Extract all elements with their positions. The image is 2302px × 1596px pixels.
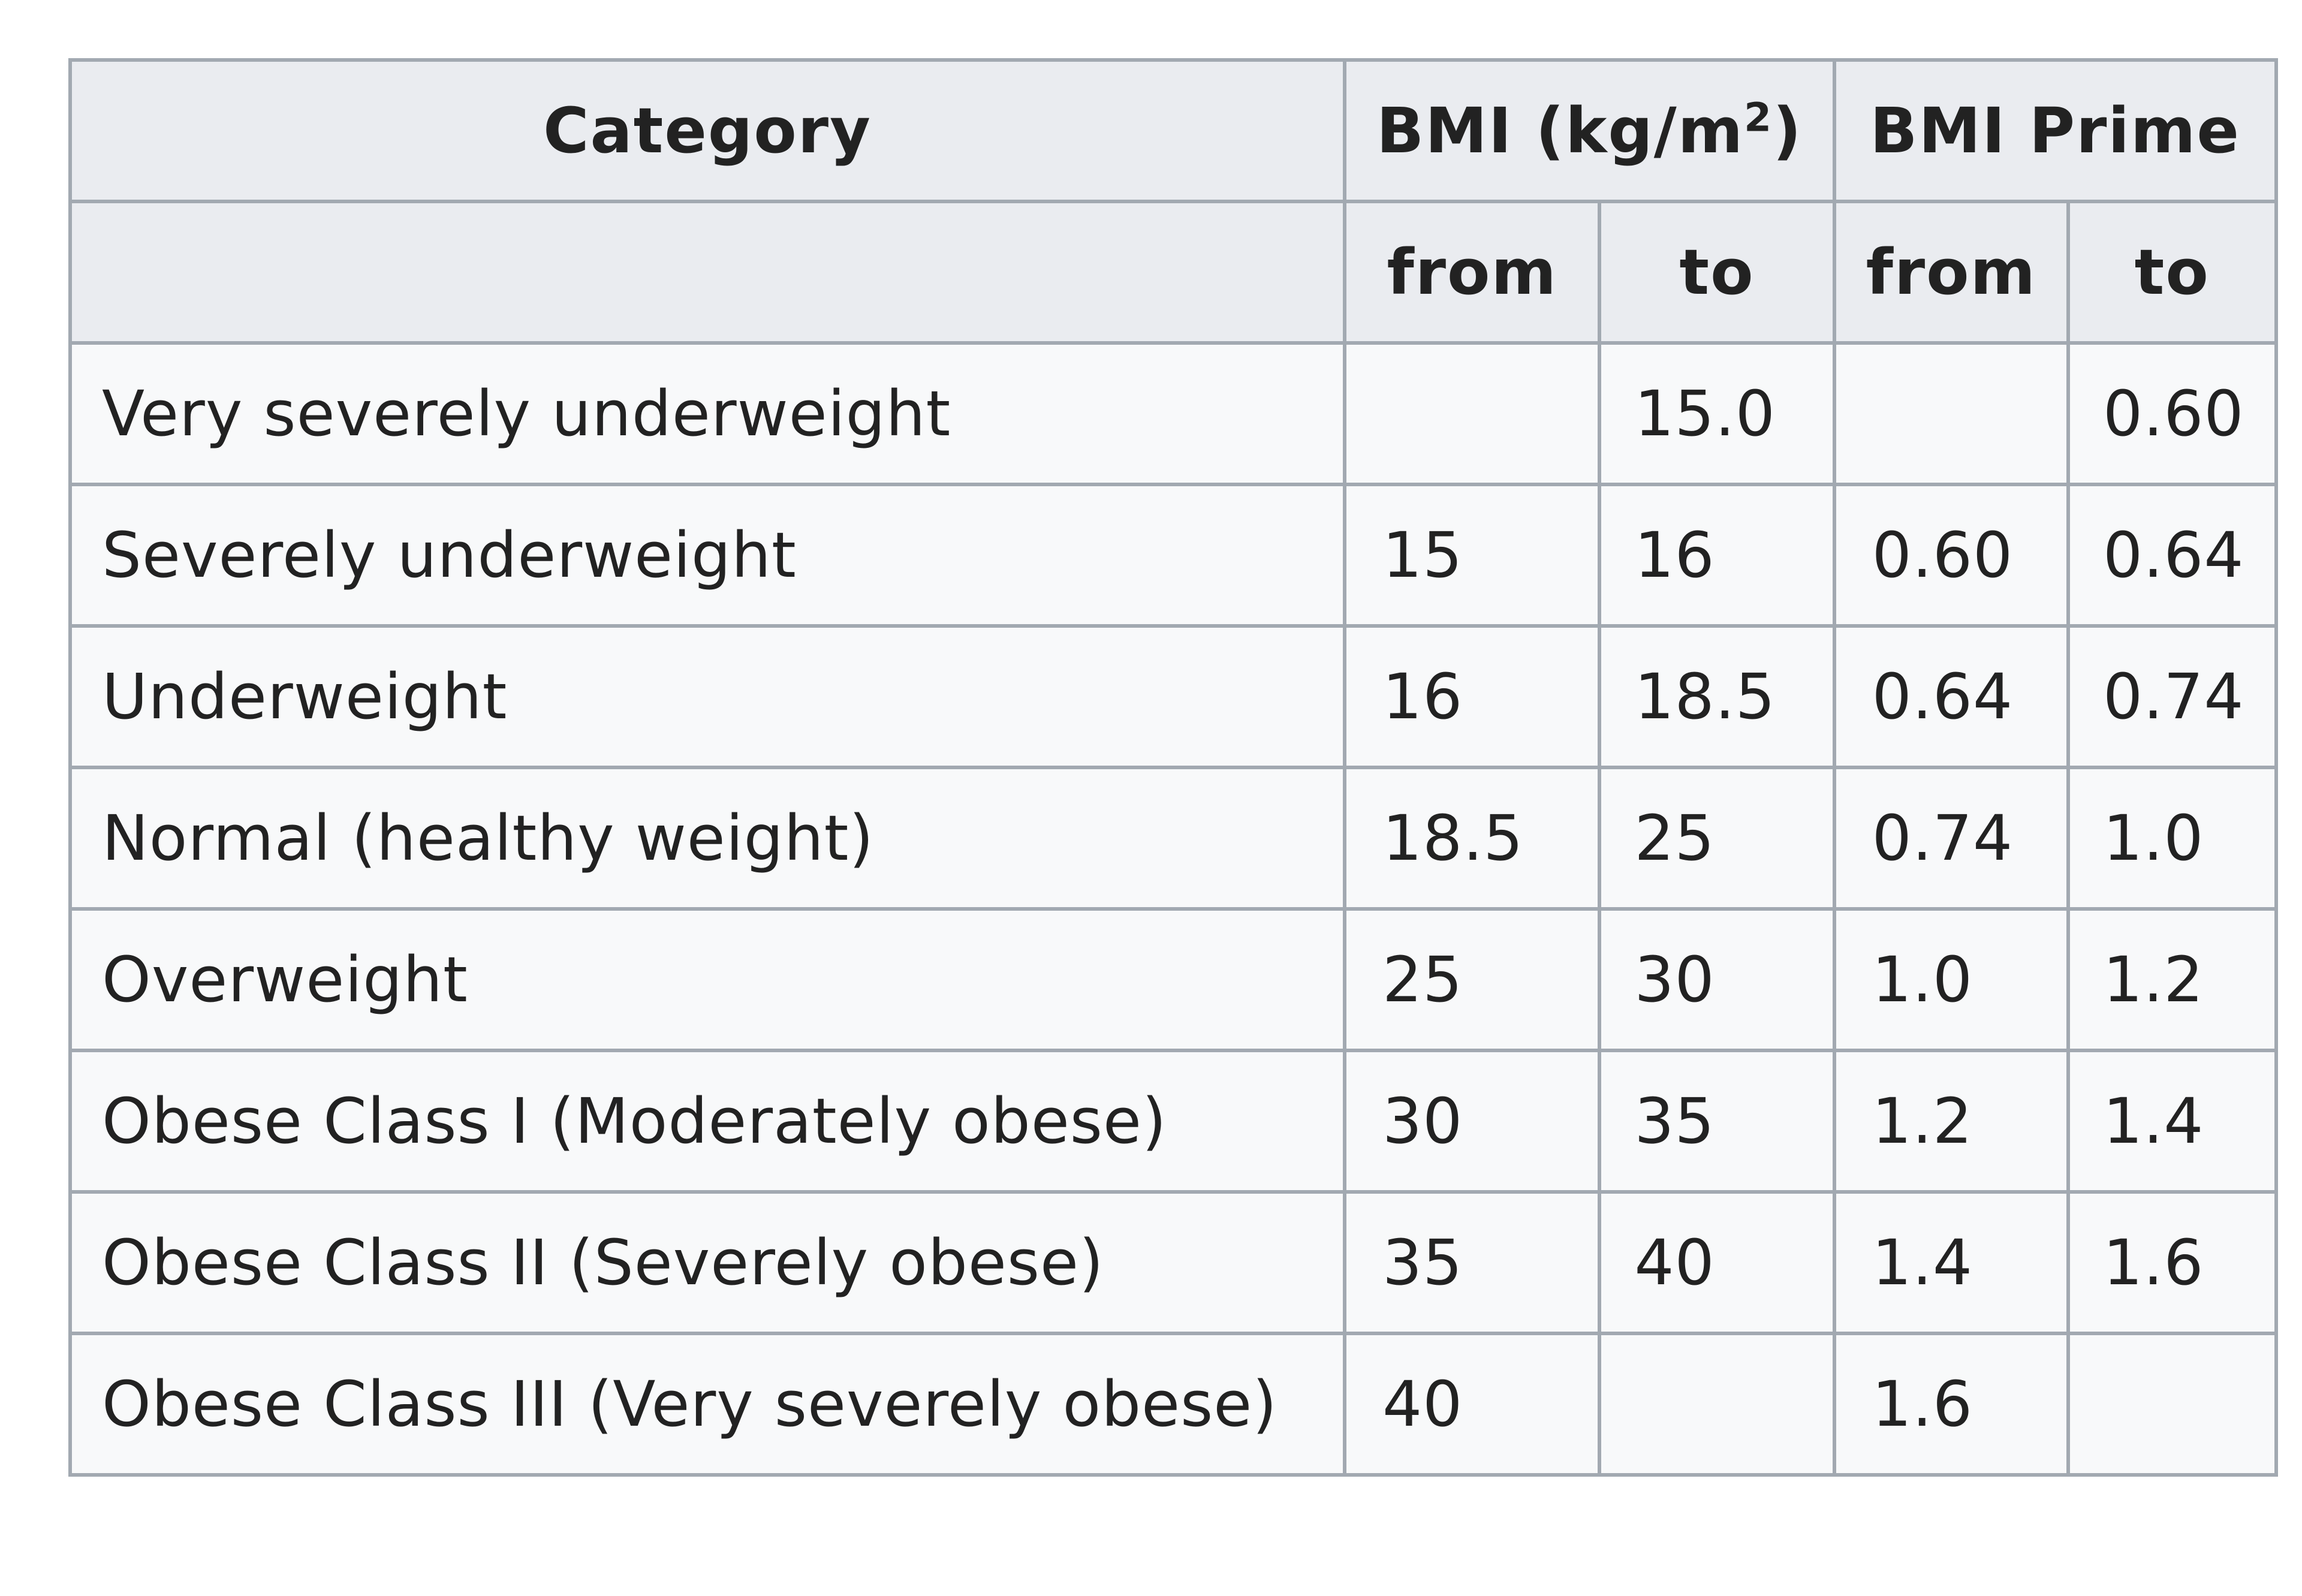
prime-to-cell: 0.64 bbox=[2066, 483, 2278, 628]
bmi-from-cell: 16 bbox=[1342, 624, 1602, 769]
subheader-bmi-from: from bbox=[1342, 200, 1602, 345]
header-bmi-superscript: 2 bbox=[1744, 94, 1773, 141]
subheader-bmi-to: to bbox=[1598, 200, 1836, 345]
category-cell: Severely underweight bbox=[68, 483, 1346, 628]
bmi-from-cell: 15 bbox=[1342, 483, 1602, 628]
header-row: Category BMI (kg/m2) BMI Prime bbox=[68, 58, 2278, 203]
table-row: Underweight 16 18.5 0.64 0.74 bbox=[68, 624, 2278, 769]
header-bmi-prefix: BMI (kg/m bbox=[1376, 94, 1744, 167]
bmi-to-cell: 15.0 bbox=[1598, 341, 1836, 486]
bmi-to-cell bbox=[1598, 1332, 1836, 1477]
bmi-to-cell: 16 bbox=[1598, 483, 1836, 628]
prime-to-cell: 1.4 bbox=[2066, 1049, 2278, 1194]
bmi-from-cell bbox=[1342, 341, 1602, 486]
table-row: Severely underweight 15 16 0.60 0.64 bbox=[68, 483, 2278, 628]
bmi-to-cell: 35 bbox=[1598, 1049, 1836, 1194]
bmi-category-table: Category BMI (kg/m2) BMI Prime from to f… bbox=[68, 58, 2278, 1477]
header-bmi-prime: BMI Prime bbox=[1832, 58, 2278, 203]
prime-to-cell: 0.74 bbox=[2066, 624, 2278, 769]
subheader-row: from to from to bbox=[68, 200, 2278, 345]
category-cell: Very severely underweight bbox=[68, 341, 1346, 486]
subheader-prime-to: to bbox=[2066, 200, 2278, 345]
table-row: Obese Class I (Moderately obese) 30 35 1… bbox=[68, 1049, 2278, 1194]
table-row: Obese Class II (Severely obese) 35 40 1.… bbox=[68, 1190, 2278, 1335]
prime-from-cell: 0.64 bbox=[1832, 624, 2070, 769]
prime-from-cell: 1.2 bbox=[1832, 1049, 2070, 1194]
bmi-to-cell: 25 bbox=[1598, 766, 1836, 911]
prime-from-cell: 1.0 bbox=[1832, 907, 2070, 1052]
bmi-to-cell: 40 bbox=[1598, 1190, 1836, 1335]
bmi-from-cell: 25 bbox=[1342, 907, 1602, 1052]
table-row: Normal (healthy weight) 18.5 25 0.74 1.0 bbox=[68, 766, 2278, 911]
prime-from-cell: 0.74 bbox=[1832, 766, 2070, 911]
bmi-to-cell: 18.5 bbox=[1598, 624, 1836, 769]
prime-to-cell: 0.60 bbox=[2066, 341, 2278, 486]
bmi-from-cell: 18.5 bbox=[1342, 766, 1602, 911]
category-cell: Obese Class I (Moderately obese) bbox=[68, 1049, 1346, 1194]
table-row: Obese Class III (Very severely obese) 40… bbox=[68, 1332, 2278, 1477]
bmi-from-cell: 40 bbox=[1342, 1332, 1602, 1477]
prime-from-cell: 1.4 bbox=[1832, 1190, 2070, 1335]
prime-to-cell: 1.2 bbox=[2066, 907, 2278, 1052]
table-row: Very severely underweight 15.0 0.60 bbox=[68, 341, 2278, 486]
category-cell: Overweight bbox=[68, 907, 1346, 1052]
header-bmi-suffix: ) bbox=[1773, 94, 1803, 167]
bmi-to-cell: 30 bbox=[1598, 907, 1836, 1052]
category-cell: Underweight bbox=[68, 624, 1346, 769]
category-cell: Obese Class II (Severely obese) bbox=[68, 1190, 1346, 1335]
subheader-prime-from: from bbox=[1832, 200, 2070, 345]
table-row: Overweight 25 30 1.0 1.2 bbox=[68, 907, 2278, 1052]
header-bmi: BMI (kg/m2) bbox=[1343, 58, 1836, 203]
prime-from-cell: 1.6 bbox=[1832, 1332, 2070, 1477]
prime-to-cell: 1.6 bbox=[2066, 1190, 2278, 1335]
prime-from-cell bbox=[1832, 341, 2070, 486]
subheader-blank bbox=[68, 200, 1346, 345]
bmi-from-cell: 30 bbox=[1342, 1049, 1602, 1194]
header-category: Category bbox=[68, 58, 1346, 203]
bmi-from-cell: 35 bbox=[1342, 1190, 1602, 1335]
prime-to-cell: 1.0 bbox=[2066, 766, 2278, 911]
prime-to-cell bbox=[2066, 1332, 2278, 1477]
prime-from-cell: 0.60 bbox=[1832, 483, 2070, 628]
category-cell: Obese Class III (Very severely obese) bbox=[68, 1332, 1346, 1477]
category-cell: Normal (healthy weight) bbox=[68, 766, 1346, 911]
